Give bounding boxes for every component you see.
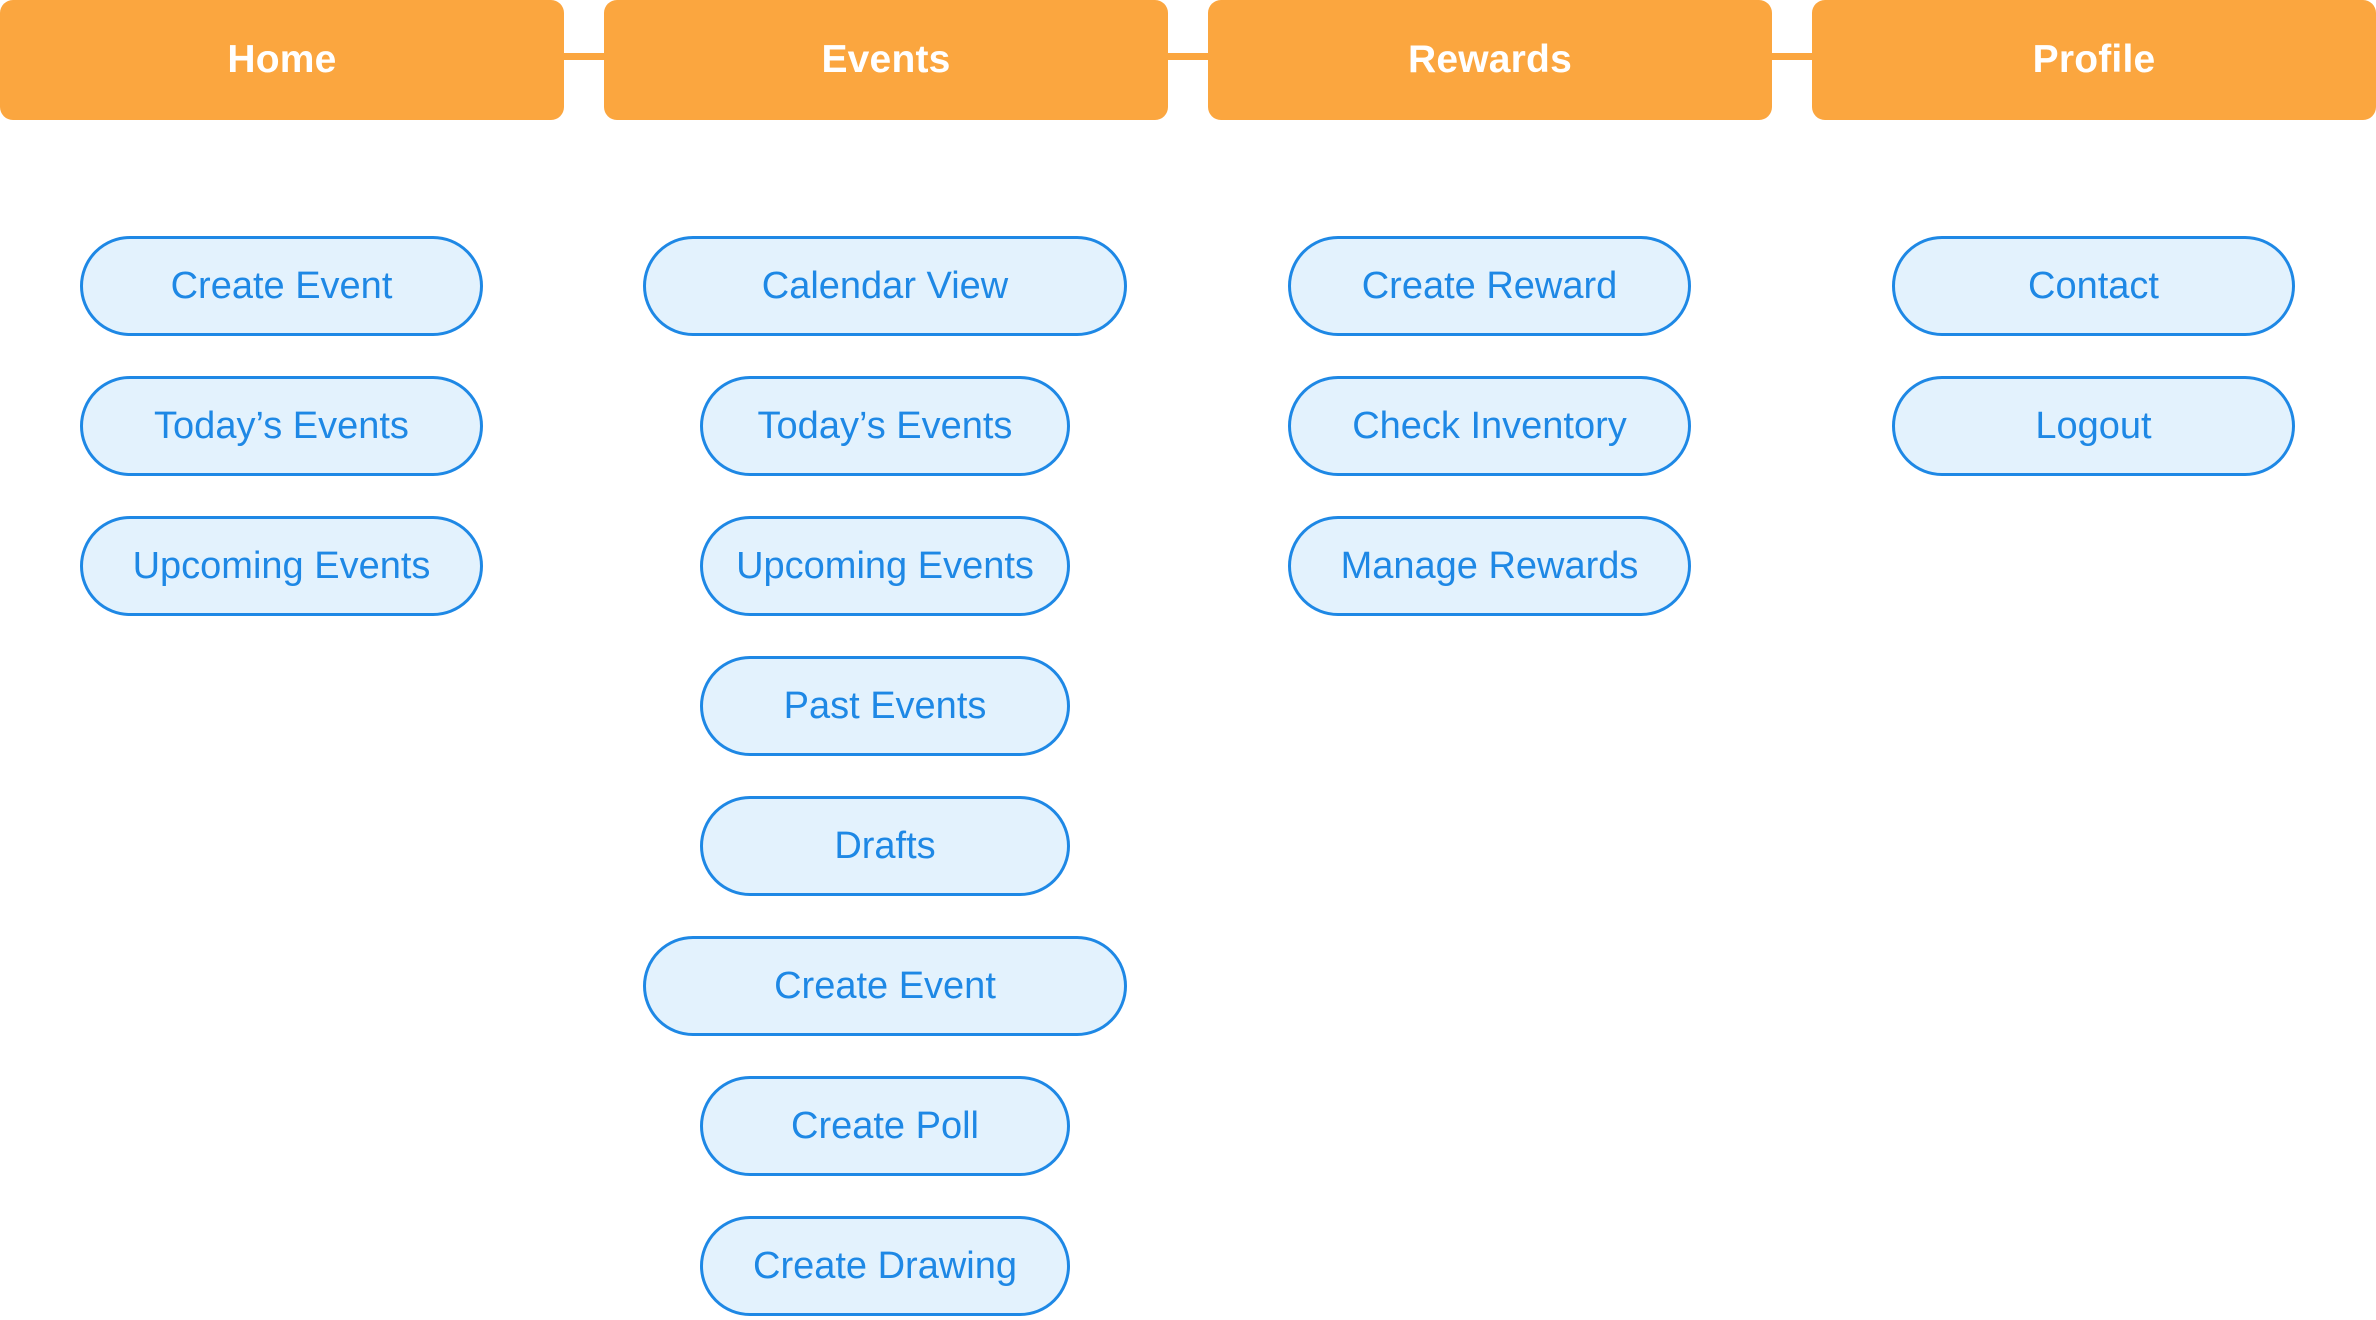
- events-calendar-view-button[interactable]: Calendar View: [643, 236, 1127, 336]
- profile-contact-button[interactable]: Contact: [1892, 236, 2295, 336]
- tab-rewards[interactable]: Rewards: [1208, 0, 1772, 120]
- tab-home[interactable]: Home: [0, 0, 564, 120]
- events-past-events-button[interactable]: Past Events: [700, 656, 1070, 756]
- home-upcoming-events-button[interactable]: Upcoming Events: [80, 516, 483, 616]
- home-todays-events-button[interactable]: Today’s Events: [80, 376, 483, 476]
- rewards-check-inventory-button[interactable]: Check Inventory: [1288, 376, 1691, 476]
- tab-profile[interactable]: Profile: [1812, 0, 2376, 120]
- events-upcoming-events-button[interactable]: Upcoming Events: [700, 516, 1070, 616]
- rewards-create-reward-button[interactable]: Create Reward: [1288, 236, 1691, 336]
- home-create-event-button[interactable]: Create Event: [80, 236, 483, 336]
- profile-logout-button[interactable]: Logout: [1892, 376, 2295, 476]
- tab-events[interactable]: Events: [604, 0, 1168, 120]
- events-create-event-button[interactable]: Create Event: [643, 936, 1127, 1036]
- connector-rewards-profile: [1772, 53, 1814, 60]
- events-drafts-button[interactable]: Drafts: [700, 796, 1070, 896]
- events-create-poll-button[interactable]: Create Poll: [700, 1076, 1070, 1176]
- events-create-drawing-button[interactable]: Create Drawing: [700, 1216, 1070, 1316]
- connector-home-events: [564, 53, 606, 60]
- connector-events-rewards: [1168, 53, 1210, 60]
- rewards-manage-rewards-button[interactable]: Manage Rewards: [1288, 516, 1691, 616]
- events-todays-events-button[interactable]: Today’s Events: [700, 376, 1070, 476]
